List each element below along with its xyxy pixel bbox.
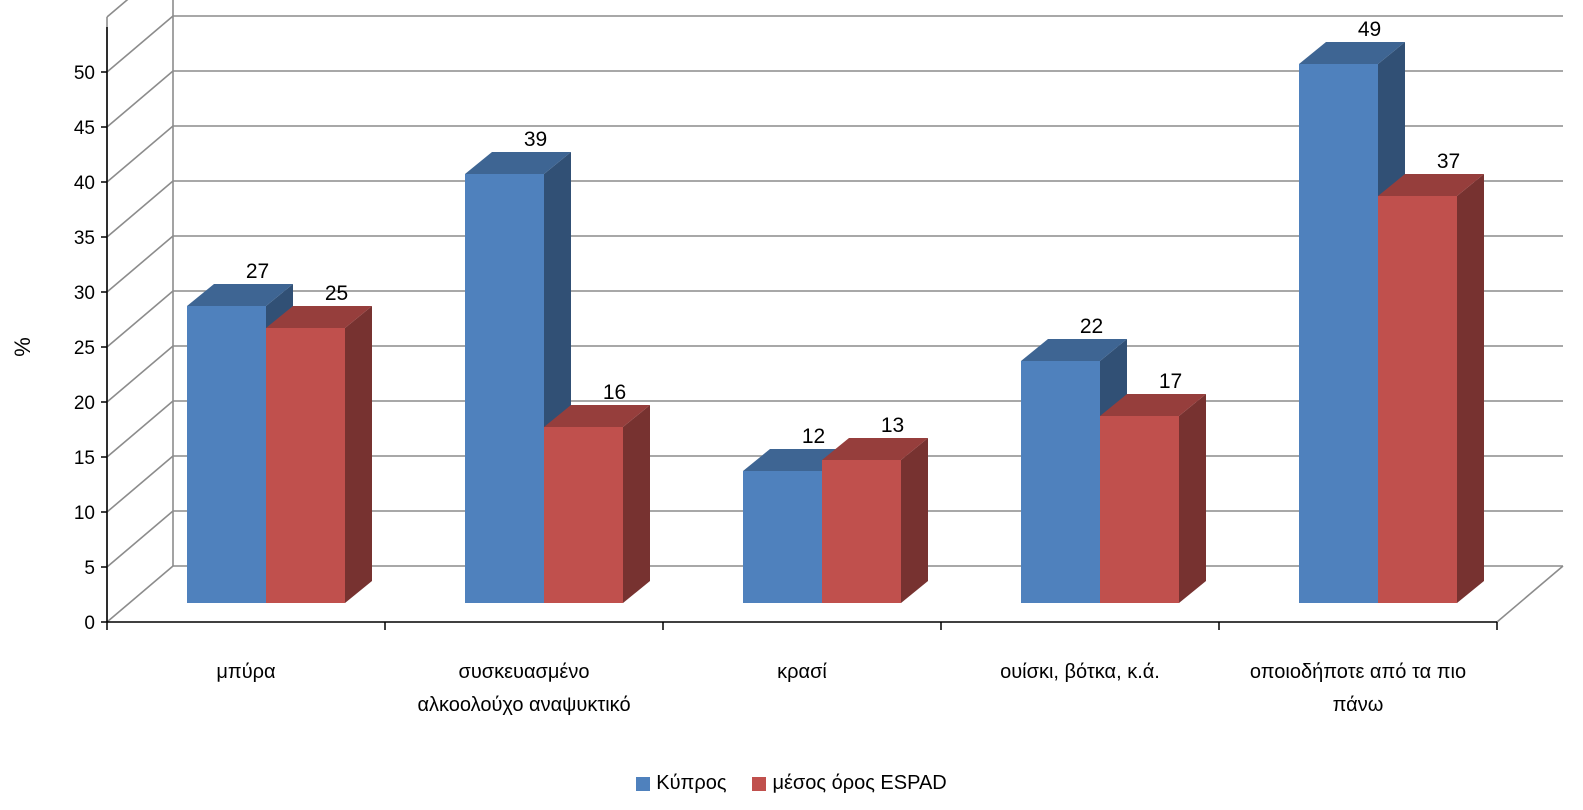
bar-front [1100,416,1179,603]
gridline-diagonal [106,125,174,183]
bar-1-3 [1100,394,1206,603]
y-tick-label: 25 [74,338,95,359]
bar-front [465,174,544,603]
x-category-label: αλκοολούχο αναψυκτικό [417,694,630,716]
bar-side [1179,394,1206,603]
y-tick-label: 0 [84,613,95,634]
x-category-label: οποιοδήποτε από τα πιο [1250,661,1466,683]
legend-swatch-espad [752,776,767,791]
bar-top [1378,174,1484,196]
x-category-label: ουίσκι, βότκα, κ.ά. [1000,661,1160,683]
x-category-label: μπύρα [216,661,275,683]
y-axis-ticks: 0 5 10 15 20 25 30 35 40 45 50 [74,63,107,634]
floor-edge [1496,565,1564,623]
y-tick-label: 20 [74,393,95,414]
bar-1-2 [822,438,928,603]
gridline-diagonal [106,455,174,513]
x-category-label: πάνω [1333,694,1384,716]
bar-top [465,152,571,174]
bar-side [345,306,372,603]
y-tick-label: 40 [74,173,95,194]
bar-1-4 [1378,174,1484,603]
legend-label-espad: μέσος όρος ESPAD [772,772,947,794]
bar-side [901,438,928,603]
bar-front [1299,64,1378,603]
gridline-diagonal [106,235,174,293]
y-tick-label: 45 [74,118,95,139]
data-label: 13 [881,414,904,437]
data-label: 49 [1358,18,1381,41]
legend: Κύπρος μέσος όρος ESPAD [0,772,1583,795]
gridline-diagonal [106,565,174,623]
bars [187,42,1484,603]
bar-top [266,306,372,328]
data-label: 39 [524,128,547,151]
bar-front [1021,361,1100,603]
gridline-diagonal [106,15,174,73]
bar-top [1021,339,1127,361]
gridline-diagonal [106,290,174,348]
bar-top [1299,42,1405,64]
y-tick-label: 15 [74,448,95,469]
bar-1-1 [544,405,650,603]
y-tick-label: 35 [74,228,95,249]
data-label: 16 [603,381,626,404]
y-tick-label: 5 [84,558,95,579]
legend-label-cyprus: Κύπρος [656,772,727,794]
data-labels: 27 25 39 16 12 13 22 17 49 37 [246,18,1460,448]
legend-item-espad: μέσος όρος ESPAD [752,772,947,795]
bar-front [822,460,901,603]
bar-1-0 [266,306,372,603]
bar-front [266,328,345,603]
y-tick-label: 50 [74,63,95,84]
bar-front [544,427,623,603]
bar-front [743,471,822,603]
data-label: 37 [1437,150,1460,173]
x-category-label: συσκευασμένο [459,661,590,683]
bar-side [623,405,650,603]
data-label: 22 [1080,315,1103,338]
bar-side [1457,174,1484,603]
data-label: 27 [246,260,269,283]
gridline-diagonal [106,400,174,458]
gridline-diagonal [106,510,174,568]
bar-top [1100,394,1206,416]
gridline-diagonal [106,70,174,128]
x-category-label: κρασί [777,661,827,683]
legend-swatch-cyprus [636,776,651,791]
gridline-diagonal [106,0,129,18]
data-label: 12 [802,425,825,448]
bar-front [187,306,266,603]
gridline-diagonal [106,180,174,238]
bar-front [1378,196,1457,603]
bar-top [187,284,293,306]
gridline-diagonal [106,345,174,403]
data-label: 25 [325,282,348,305]
bar-top [544,405,650,427]
y-tick-label: 30 [74,283,95,304]
y-axis-label: % [10,337,35,357]
legend-item-cyprus: Κύπρος [636,772,726,795]
data-label: 17 [1159,370,1182,393]
x-axis: μπύρα συσκευασμένο αλκοολούχο αναψυκτικό κρ… [106,27,1498,716]
bar-top [822,438,928,460]
y-tick-label: 10 [74,503,95,524]
